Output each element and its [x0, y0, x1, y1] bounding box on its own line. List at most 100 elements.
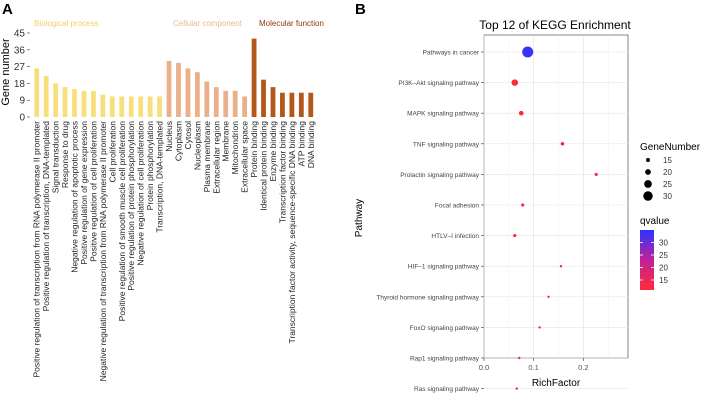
kegg-points [511, 46, 598, 390]
bar-x-label: Signal transduction [51, 121, 61, 194]
color-legend-label: 25 [659, 251, 668, 260]
kegg-y-tick-label: Prolactin signaling pathway [400, 172, 480, 179]
bar [100, 94, 106, 117]
bar-y-tick-label: 18 [14, 79, 26, 90]
kegg-point [547, 295, 550, 298]
bar-x-label: Plasma membrane [202, 121, 212, 193]
bar-x-label: Negative regulation of cell proliferatio… [136, 121, 146, 266]
kegg-y-labels: Pathways in cancer PI3K–Akt signaling pat… [376, 50, 484, 393]
bar-x-label: Extracellular space [240, 121, 250, 193]
size-legend-dot [646, 158, 650, 162]
bar-x-label: Positive regulation of smooth muscle cel… [117, 121, 127, 322]
bar [119, 96, 125, 117]
kegg-point [560, 142, 565, 146]
bar [91, 90, 96, 117]
bar-x-label: Transcription factor binding [277, 121, 287, 223]
kegg-x-label: RichFactor [532, 378, 581, 389]
bar-x-label: Positive regulation of protein phosphory… [126, 121, 136, 291]
kegg-y-tick-label: HTLV–I infection [431, 233, 479, 240]
bar [109, 96, 115, 117]
bar-y-tick-label: 27 [14, 62, 26, 73]
bar-x-labels: Positive regulation of transcription fro… [32, 121, 316, 382]
kegg-y-tick-label: Thyroid hormone signaling pathway [376, 294, 479, 301]
bar-x-label: Enzyme binding [268, 121, 278, 182]
kegg-chart: Top 12 of KEGG Enrichment Pathways in ca… [354, 18, 701, 393]
bar-y-label: Gene number [0, 38, 12, 106]
kegg-y-label: Pathway [354, 199, 365, 237]
bar-x-label: Response to drug [60, 121, 70, 188]
bar-x-label: Cytosol [183, 121, 193, 149]
kegg-y-tick-label: Ras signaling pathway [414, 386, 480, 393]
size-legend-items: 15 20 25 30 [643, 156, 672, 201]
bar-x-label: Positive regulation of gene expression [79, 121, 89, 265]
panel-label-b: B [355, 1, 366, 18]
bar-group-labels: Biological process Cellular component Mo… [34, 19, 324, 28]
bar [242, 96, 248, 117]
bar [232, 90, 238, 117]
bar-y-axis: 0 9 18 27 36 45 [14, 29, 30, 124]
bar [128, 96, 134, 117]
size-legend: GeneNumber 15 20 25 30 [640, 142, 701, 201]
kegg-y-tick-label: HIF–1 signaling pathway [408, 264, 480, 271]
size-legend-dot [643, 191, 653, 201]
bar-x-label: Nucleoplasm [192, 121, 202, 170]
kegg-point [559, 265, 563, 268]
kegg-y-tick-label: Rap1 signaling pathway [410, 356, 480, 363]
size-legend-title: GeneNumber [640, 142, 701, 153]
bar-x-label: Transcription, DNA-templated [155, 121, 165, 233]
kegg-y-tick-label: Focal adhesion [435, 203, 479, 210]
bar-x-label: Protein binding [249, 121, 259, 178]
bar [298, 92, 304, 117]
bar-y-tick-label: 45 [14, 29, 26, 40]
bar [166, 61, 172, 117]
kegg-point [515, 387, 518, 390]
bar [43, 75, 49, 117]
kegg-y-tick-label: PI3K–Akt signaling pathway [398, 80, 479, 87]
bar [308, 92, 314, 117]
kegg-point [538, 326, 541, 329]
bar-x-label: Identical protein binding [259, 121, 269, 211]
bar-x-label: DNA binding [306, 121, 316, 169]
bar-y-tick-label: 36 [14, 45, 26, 56]
bar [147, 96, 153, 117]
kegg-point [594, 172, 598, 176]
color-legend-title: qvalue [640, 216, 670, 227]
bar [223, 90, 229, 117]
kegg-x-tick-label: 0.2 [578, 363, 588, 372]
kegg-y-tick-label: TNF signaling pathway [413, 141, 480, 148]
color-legend-label: 15 [659, 276, 668, 285]
kegg-panel [483, 34, 629, 359]
bar [185, 68, 191, 117]
bar-x-label: Negative regulation of transcription fro… [98, 121, 108, 381]
bar-chart: 0 9 18 27 36 45 Gene number Biological proces… [0, 19, 324, 381]
bar [280, 92, 285, 117]
kegg-grid [483, 35, 628, 389]
bar [194, 72, 200, 117]
kegg-x-tick-label: 0.0 [479, 363, 489, 372]
bar [138, 96, 144, 117]
color-legend: qvalue 15 20 25 30 [640, 216, 670, 290]
bar [176, 62, 181, 117]
bar-x-label: Cytoplasm [173, 121, 183, 161]
kegg-point [518, 356, 521, 360]
color-legend-ticks: 15 20 25 30 [640, 239, 668, 285]
kegg-point [513, 234, 517, 238]
bar-x-label: Nucleus [164, 121, 174, 152]
size-legend-dot [645, 169, 651, 175]
bar-y-tick-label: 0 [19, 113, 25, 124]
bar-x-label: Positive regulation of transcription, DN… [41, 121, 51, 312]
bar-x-label: Transcription factor activity, sequence-… [287, 121, 297, 344]
kegg-y-tick-label: Pathways in cancer [423, 50, 480, 57]
bar-x-label: ATP binding [296, 121, 306, 167]
size-legend-label: 25 [663, 180, 672, 189]
bar-x-label: Extracellular region [211, 121, 221, 194]
bar [81, 90, 87, 117]
bar-x-label: Cell proliferation [107, 121, 117, 183]
group-label-biological: Biological process [34, 19, 98, 28]
bar [53, 83, 59, 117]
bar [270, 87, 276, 117]
bar [289, 92, 295, 117]
bar [62, 87, 68, 117]
size-legend-label: 20 [663, 168, 672, 177]
